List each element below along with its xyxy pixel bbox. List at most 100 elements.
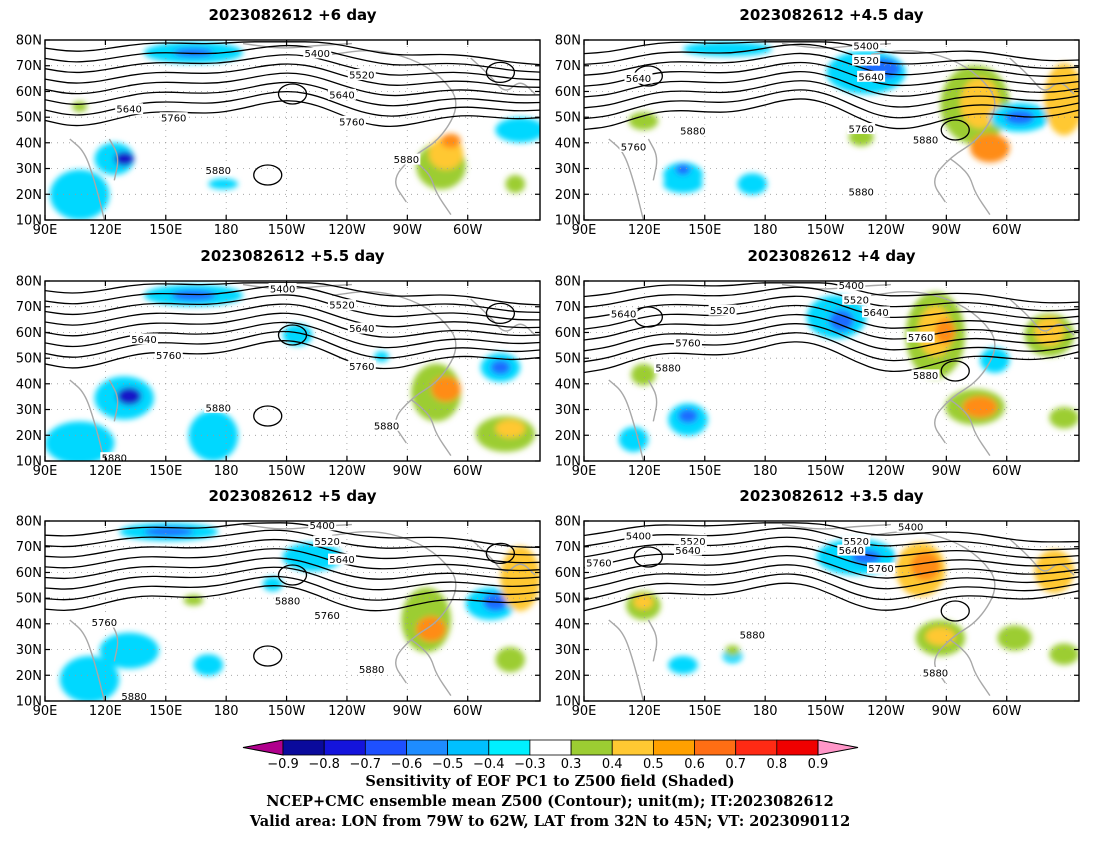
contour-line	[584, 564, 1079, 590]
map-panel-5: 5400 5520 5640 5760 5880 5760 5880 5880 80N 70N 60…	[16, 515, 541, 719]
coastline	[647, 379, 658, 422]
lat-label: 60N	[16, 326, 42, 341]
colorbar-label: 0.4	[602, 757, 623, 770]
colorbar-label: 0.3	[561, 757, 582, 770]
contour-label-bg	[896, 521, 925, 533]
panel-title: 2023082612 +5.5 day	[200, 247, 384, 265]
contour-label: 5880	[206, 166, 231, 177]
contour-label-bg	[847, 123, 876, 134]
contour-line	[45, 100, 540, 127]
shading-blob	[678, 408, 698, 424]
closed-contour	[277, 564, 308, 586]
contour-label-bg	[347, 69, 376, 80]
shading-blob	[829, 309, 854, 332]
lat-label: 40N	[555, 617, 581, 632]
contour-line	[45, 529, 540, 556]
lon-label: 90E	[33, 704, 58, 719]
lat-label: 40N	[16, 136, 42, 151]
shading-blob	[725, 645, 740, 656]
shading-blob	[495, 419, 526, 438]
lon-label: 60W	[453, 223, 483, 238]
shading-blob	[675, 164, 691, 175]
contour-label-bg	[654, 362, 683, 374]
colorbar-label: −0.8	[308, 757, 340, 770]
contour-line	[45, 303, 540, 329]
lon-label: 150E	[688, 704, 721, 719]
lon-label: 150E	[688, 223, 721, 238]
contour-label-bg	[852, 40, 881, 52]
contour-label-bg	[837, 544, 866, 556]
coastline	[647, 619, 658, 662]
contour-label-bg	[862, 306, 891, 318]
gridlines	[45, 40, 540, 220]
lon-label: 120E	[628, 223, 661, 238]
lon-label: 150W	[268, 704, 306, 719]
gridlines	[45, 281, 540, 461]
contour-line	[45, 54, 540, 81]
contour-label: 5400	[270, 285, 295, 296]
contour-label-bg	[911, 133, 940, 145]
closed-contour	[253, 164, 283, 186]
contour-line	[45, 321, 540, 349]
colorbar-label: −0.5	[432, 757, 464, 770]
lon-label: 120W	[867, 464, 905, 479]
map-panel-2: 5400 5520 5640 5640 5760 5880 5760 5880 5880 80N 7…	[555, 34, 1080, 238]
contour-label-bg	[609, 308, 638, 320]
colorbar: −0.9 −0.8 −0.7 −0.6 −0.5 −0.4 −0.3 0.3 0.4 0.5 0.6…	[242, 739, 859, 770]
contour-label: 5640	[863, 308, 888, 319]
colorbar-box	[570, 739, 613, 756]
contour-label-bg	[678, 124, 707, 136]
contour-label-bg	[372, 419, 401, 431]
contour-label-bg	[584, 557, 613, 569]
map-background	[45, 281, 540, 461]
contour-label: 5760	[161, 114, 186, 125]
sensitivity-shading	[50, 41, 540, 220]
contour-line	[45, 548, 540, 572]
contour-label-bg	[273, 595, 302, 606]
shading-blob	[144, 527, 194, 537]
contour-label: 5760	[314, 611, 339, 622]
contour-label-bg	[90, 616, 119, 628]
lat-label: 40N	[555, 377, 581, 392]
lon-label: 180	[214, 704, 239, 719]
closed-contour	[277, 83, 308, 105]
contour-label: 5760	[92, 618, 117, 629]
contour-label: 5640	[349, 324, 374, 335]
lat-label: 30N	[555, 162, 581, 177]
lon-label: 60W	[453, 464, 483, 479]
contour-label-bg	[847, 186, 876, 197]
shading-blob	[997, 625, 1032, 651]
contour-label-bg	[842, 535, 871, 547]
contour-label-bg	[328, 88, 356, 100]
contour-label: 5640	[329, 555, 354, 566]
lat-label: 10N	[16, 455, 42, 470]
z500-contours	[45, 522, 540, 667]
contour-line	[584, 52, 1079, 77]
contour-label-bg	[328, 299, 356, 311]
contour-label: 5520	[349, 71, 374, 82]
map-frame	[44, 520, 541, 702]
contour-label-bg	[328, 553, 356, 565]
colorbar-box	[653, 739, 696, 756]
shading-blob	[1049, 643, 1079, 665]
closed-contour	[253, 405, 283, 427]
lon-label: 150E	[688, 464, 721, 479]
panel-title: 2023082612 +5 day	[209, 487, 377, 505]
sensitivity-shading	[628, 41, 1079, 195]
contour-line	[584, 98, 1079, 131]
coastline	[608, 619, 645, 701]
lon-label: 150W	[268, 223, 306, 238]
gridlines	[45, 521, 540, 701]
shading-blob	[416, 616, 446, 642]
lat-label: 40N	[16, 377, 42, 392]
contour-label: 5520	[844, 295, 869, 306]
colorbar-label: −0.6	[391, 757, 423, 770]
colorbar-box	[694, 739, 737, 756]
contour-label-bg	[392, 153, 421, 165]
coastline	[410, 399, 452, 456]
lon-label: 150W	[807, 704, 845, 719]
lat-label: 10N	[555, 214, 581, 229]
lon-label: 90W	[393, 704, 423, 719]
